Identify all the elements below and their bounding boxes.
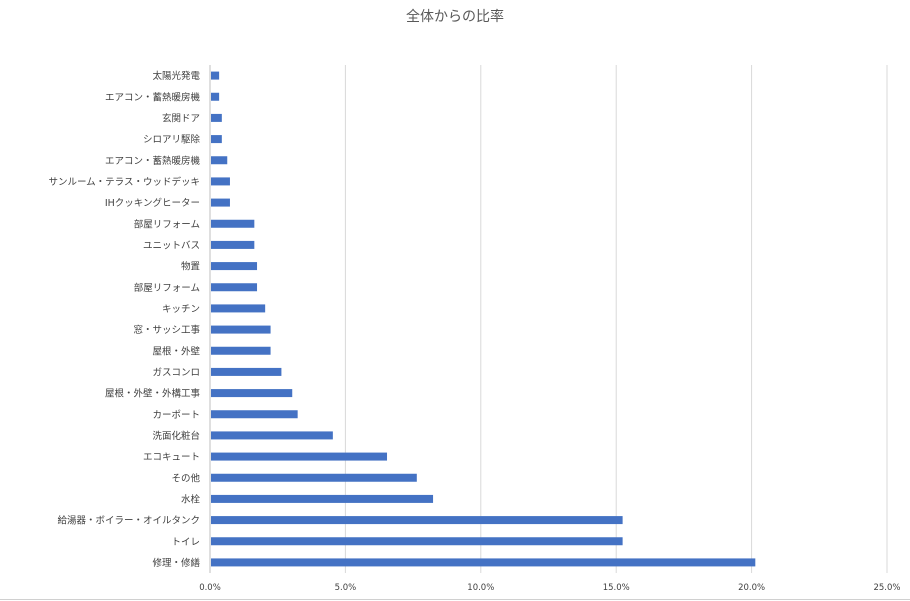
category-label: 物置 xyxy=(181,261,200,273)
category-label: エコキュート xyxy=(143,452,200,463)
category-label: 給湯器・ボイラー・オイルタンク xyxy=(57,515,200,527)
category-label: その他 xyxy=(171,472,200,484)
bar xyxy=(211,262,258,271)
category-label: 屋根・外壁 xyxy=(152,345,200,357)
bar xyxy=(211,283,258,292)
bar xyxy=(211,346,271,355)
bar xyxy=(211,494,434,503)
category-label: 玄関ドア xyxy=(162,112,200,124)
category-label: ガスコンロ xyxy=(152,367,200,378)
category-label: 部屋リフォーム xyxy=(134,282,200,294)
category-label: 水栓 xyxy=(181,493,201,505)
category-label: カーポート xyxy=(152,410,200,421)
x-tick-label: 25.0% xyxy=(873,583,900,593)
x-tick-label: 0.0% xyxy=(199,583,221,593)
bar xyxy=(211,558,756,567)
category-label: エアコン・蓄熱暖房機 xyxy=(105,91,201,103)
bar xyxy=(211,389,293,398)
bar xyxy=(211,198,230,207)
category-label: 修理・修繕 xyxy=(152,557,200,569)
chart-title: 全体からの比率 xyxy=(406,9,504,25)
category-label: トイレ xyxy=(171,537,200,548)
bar xyxy=(211,92,220,101)
bar xyxy=(211,156,228,165)
bar xyxy=(211,537,623,546)
bar xyxy=(211,367,282,376)
bar xyxy=(211,410,298,419)
bottom-border xyxy=(0,599,910,600)
bar xyxy=(211,431,333,440)
x-tick-label: 15.0% xyxy=(603,583,630,593)
category-label: 洗面化粧台 xyxy=(152,430,200,442)
bar xyxy=(211,219,255,228)
bar xyxy=(211,240,255,249)
category-label: サンルーム・テラス・ウッドデッキ xyxy=(48,176,200,188)
category-label: キッチン xyxy=(162,304,200,315)
category-label: 窓・サッシ工事 xyxy=(133,324,200,336)
x-tick-label: 5.0% xyxy=(335,583,357,593)
bar xyxy=(211,71,220,80)
x-tick-label: 10.0% xyxy=(467,583,494,593)
bar xyxy=(211,452,388,461)
bar xyxy=(211,113,222,122)
category-label: シロアリ駆除 xyxy=(143,134,201,146)
bar xyxy=(211,473,417,482)
bar xyxy=(211,177,230,186)
bar xyxy=(211,304,266,313)
category-label: エアコン・蓄熱暖房機 xyxy=(105,155,201,167)
bar xyxy=(211,516,623,525)
bar xyxy=(211,135,222,144)
category-label: ユニットバス xyxy=(143,240,200,251)
category-label: IHクッキングヒーター xyxy=(105,197,200,209)
category-label: 屋根・外壁・外構工事 xyxy=(105,388,201,400)
bar xyxy=(211,325,271,334)
x-tick-label: 20.0% xyxy=(738,583,765,593)
category-label: 太陽光発電 xyxy=(152,70,200,82)
category-label: 部屋リフォーム xyxy=(134,218,200,230)
